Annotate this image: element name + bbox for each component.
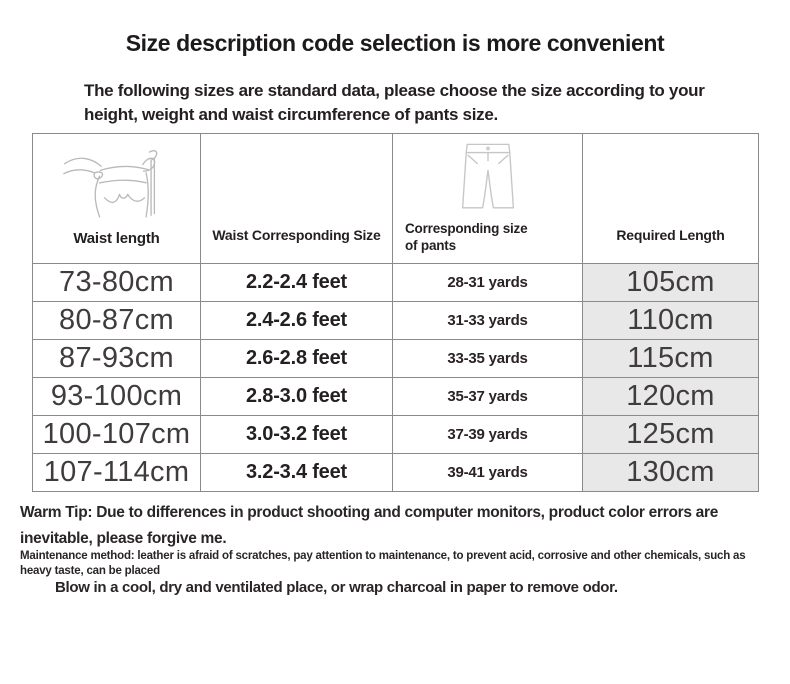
- pants-size-value: 39-41 yards: [392, 453, 583, 492]
- waist-length-value: 107-114cm: [32, 453, 201, 492]
- waist-length-value: 80-87cm: [32, 301, 201, 340]
- size-table: Waist length Waist Corresponding Size: [32, 133, 759, 492]
- pants-icon: [393, 134, 582, 220]
- required-length-value: 130cm: [582, 453, 759, 492]
- column-header-pants-size: Corresponding size of pants: [405, 221, 528, 253]
- header-cell-pants-size: Corresponding size of pants: [392, 133, 583, 264]
- required-length-value: 110cm: [582, 301, 759, 340]
- page-subtitle: The following sizes are standard data, p…: [84, 81, 705, 124]
- waist-size-value: 2.8-3.0 feet: [200, 377, 393, 416]
- waist-size-value: 2.2-2.4 feet: [200, 263, 393, 302]
- table-row: 93-100cm 2.8-3.0 feet 35-37 yards 120cm: [32, 377, 759, 416]
- waist-size-value: 3.0-3.2 feet: [200, 415, 393, 454]
- table-row: 73-80cm 2.2-2.4 feet 28-31 yards 105cm: [32, 263, 759, 302]
- pants-size-value: 28-31 yards: [392, 263, 583, 302]
- waist-size-value: 2.6-2.8 feet: [200, 339, 393, 378]
- header-cell-waist-size: Waist Corresponding Size: [200, 133, 393, 264]
- column-header-waist-length: Waist length: [73, 230, 160, 247]
- pants-size-value: 35-37 yards: [392, 377, 583, 416]
- table-header-row: Waist length Waist Corresponding Size: [32, 133, 759, 264]
- page-title: Size description code selection is more …: [125, 30, 665, 56]
- table-row: 87-93cm 2.6-2.8 feet 33-35 yards 115cm: [32, 339, 759, 378]
- pants-size-value: 37-39 yards: [392, 415, 583, 454]
- table-row: 107-114cm 3.2-3.4 feet 39-41 yards 130cm: [32, 453, 759, 492]
- required-length-value: 125cm: [582, 415, 759, 454]
- maintenance-note: Maintenance method: leather is afraid of…: [20, 550, 746, 577]
- pants-size-value: 33-35 yards: [392, 339, 583, 378]
- pants-size-value: 31-33 yards: [392, 301, 583, 340]
- waist-measure-icon: [33, 134, 200, 230]
- required-length-value: 105cm: [582, 263, 759, 302]
- column-header-required-length: Required Length: [616, 227, 725, 243]
- waist-size-value: 2.4-2.6 feet: [200, 301, 393, 340]
- waist-length-value: 93-100cm: [32, 377, 201, 416]
- header-cell-waist-length: Waist length: [32, 133, 201, 264]
- required-length-value: 115cm: [582, 339, 759, 378]
- waist-length-value: 100-107cm: [32, 415, 201, 454]
- required-length-value: 120cm: [582, 377, 759, 416]
- storage-note: Blow in a cool, dry and ventilated place…: [55, 579, 618, 596]
- warm-tip-note: Warm Tip: Due to differences in product …: [20, 504, 719, 547]
- column-header-waist-size: Waist Corresponding Size: [212, 227, 381, 243]
- header-cell-required-length: Required Length: [582, 133, 759, 264]
- table-row: 80-87cm 2.4-2.6 feet 31-33 yards 110cm: [32, 301, 759, 340]
- waist-length-value: 73-80cm: [32, 263, 201, 302]
- waist-length-value: 87-93cm: [32, 339, 201, 378]
- table-row: 100-107cm 3.0-3.2 feet 37-39 yards 125cm: [32, 415, 759, 454]
- waist-size-value: 3.2-3.4 feet: [200, 453, 393, 492]
